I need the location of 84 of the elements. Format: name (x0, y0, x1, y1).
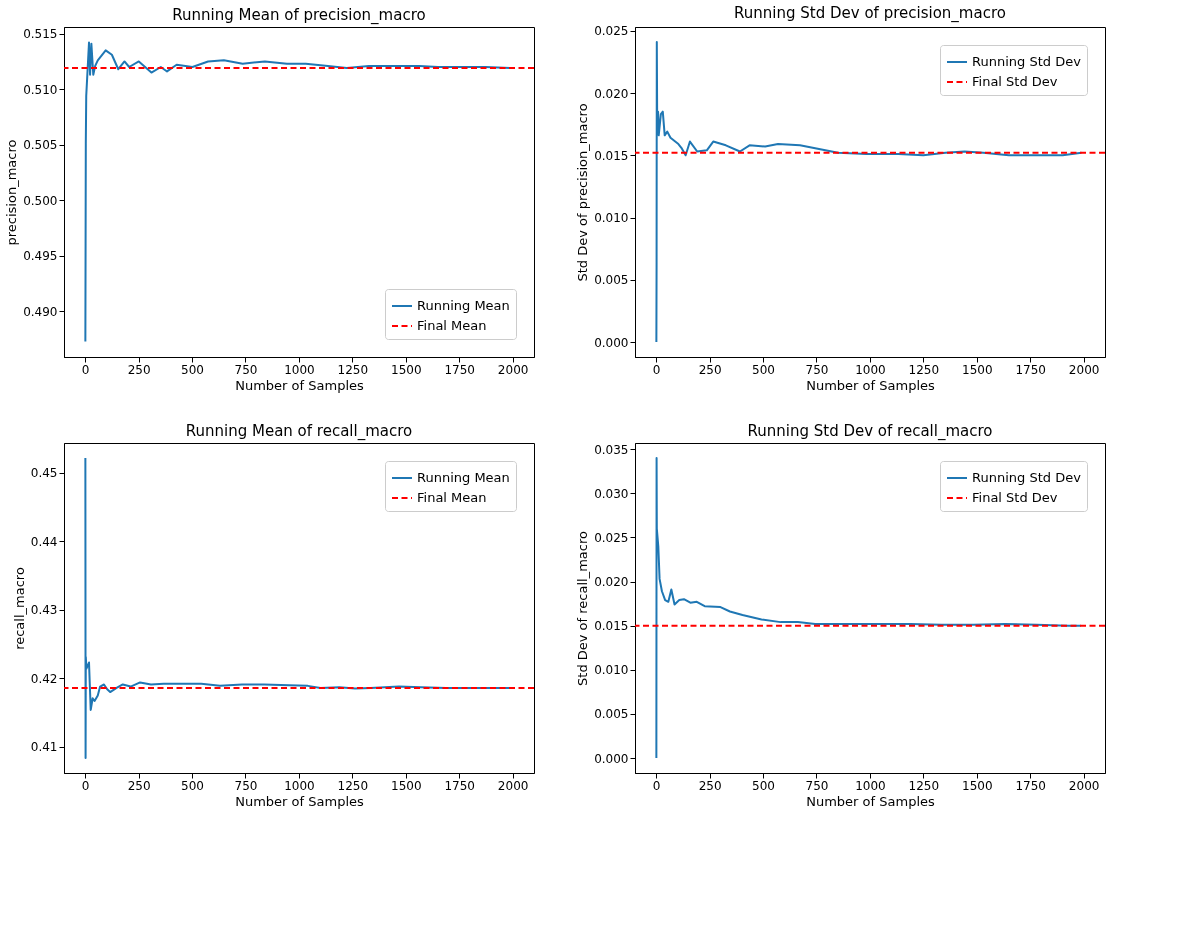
y-axis-title: recall_macro (11, 567, 27, 650)
y-tick-label: 0.015 (594, 619, 629, 634)
y-tick-label: 0.025 (594, 24, 629, 39)
x-tick-label: 250 (698, 778, 722, 793)
line-series (84, 41, 512, 343)
y-tick-label: 0.015 (594, 148, 629, 163)
x-tick-label: 750 (805, 362, 829, 377)
y-tick-label: 0.035 (594, 442, 629, 457)
y-tick-label: 0.010 (594, 211, 629, 226)
y-tick-label: 0.020 (594, 86, 629, 101)
x-tick-label: 0 (652, 778, 661, 793)
y-tick-label: 0.000 (594, 751, 629, 766)
y-tick-label: 0.43 (30, 603, 58, 618)
x-tick-label: 1750 (444, 778, 475, 793)
chart-title: Running Std Dev of precision_macro (734, 3, 1006, 23)
legend-label: Running Std Dev (972, 470, 1082, 485)
x-tick-label: 750 (234, 362, 258, 377)
y-axis-title: Std Dev of precision_macro (575, 103, 591, 282)
x-tick-label: 1750 (1015, 778, 1046, 793)
x-tick-label: 1000 (284, 778, 315, 793)
x-tick-label: 2000 (1068, 362, 1100, 377)
y-tick-label: 0.000 (594, 335, 629, 350)
legend-label: Final Mean (417, 318, 487, 333)
y-tick-label: 0.505 (23, 138, 58, 153)
x-tick-label: 1250 (337, 778, 369, 793)
x-tick-label: 1250 (337, 362, 369, 377)
y-tick-label: 0.030 (594, 486, 629, 501)
chart-title: Running Mean of recall_macro (185, 422, 413, 441)
x-tick-label: 500 (752, 362, 775, 377)
legend-label: Final Std Dev (972, 74, 1058, 89)
x-tick-label: 1500 (961, 362, 993, 377)
x-tick-label: 1000 (855, 778, 886, 793)
x-tick-label: 1500 (961, 778, 993, 793)
legend-label: Final Mean (417, 490, 487, 505)
y-tick-label: 0.44 (30, 534, 58, 549)
x-tick-label: 1750 (1015, 362, 1046, 377)
y-tick-label: 0.005 (594, 273, 629, 288)
y-tick-label: 0.515 (23, 27, 58, 42)
line-series (655, 40, 1083, 344)
y-tick-label: 0.510 (23, 82, 58, 97)
x-tick-label: 1750 (444, 362, 475, 377)
y-axis-title: precision_macro (4, 139, 20, 246)
y-tick-label: 0.010 (594, 663, 629, 678)
x-tick-label: 500 (752, 778, 775, 793)
x-tick-label: 2000 (497, 362, 529, 377)
x-axis-title: Number of Samples (806, 377, 935, 393)
y-tick-label: 0.495 (23, 249, 58, 264)
x-tick-label: 1250 (908, 362, 940, 377)
y-axis-title: Std Dev of recall_macro (575, 531, 591, 686)
x-tick-label: 1500 (390, 362, 422, 377)
legend-label: Running Mean (417, 470, 510, 485)
x-axis-title: Number of Samples (806, 793, 935, 809)
y-tick-label: 0.005 (594, 707, 629, 722)
x-tick-label: 500 (181, 362, 204, 377)
line-series (655, 457, 1082, 759)
x-tick-label: 1000 (284, 362, 315, 377)
x-tick-label: 250 (127, 778, 151, 793)
x-tick-label: 2000 (497, 778, 529, 793)
x-tick-label: 2000 (1068, 778, 1100, 793)
y-tick-label: 0.500 (23, 193, 58, 208)
x-axis-title: Number of Samples (235, 793, 364, 809)
chart-title: Running Mean of precision_macro (172, 6, 426, 25)
x-tick-label: 750 (805, 778, 829, 793)
legend-label: Running Std Dev (972, 54, 1082, 69)
x-tick-label: 0 (81, 778, 90, 793)
x-tick-label: 1250 (908, 778, 940, 793)
x-tick-label: 750 (234, 778, 258, 793)
x-tick-label: 1000 (855, 362, 886, 377)
x-tick-label: 0 (652, 362, 661, 377)
x-tick-label: 250 (698, 362, 722, 377)
y-tick-label: 0.025 (594, 530, 629, 545)
x-axis-title: Number of Samples (235, 377, 364, 393)
x-tick-label: 500 (181, 778, 204, 793)
legend-label: Final Std Dev (972, 490, 1058, 505)
y-tick-label: 0.42 (30, 671, 58, 686)
y-tick-label: 0.41 (30, 740, 58, 755)
x-tick-label: 250 (127, 362, 151, 377)
legend-label: Running Mean (417, 298, 510, 313)
y-tick-label: 0.45 (30, 466, 58, 480)
y-tick-label: 0.020 (594, 575, 629, 590)
chart-title: Running Std Dev of recall_macro (747, 422, 993, 441)
y-tick-label: 0.490 (23, 304, 58, 319)
x-tick-label: 1500 (390, 778, 422, 793)
x-tick-label: 0 (81, 362, 90, 377)
